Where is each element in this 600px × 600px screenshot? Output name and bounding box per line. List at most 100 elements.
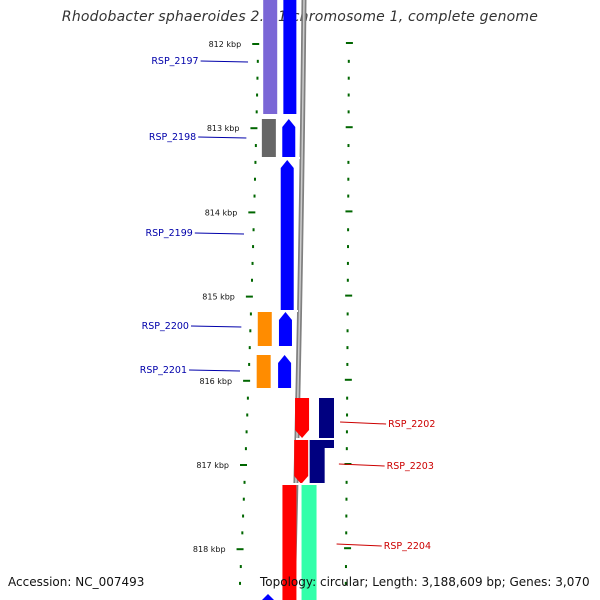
gene-rsp-2199[interactable] <box>280 160 294 311</box>
minor-tick-right <box>347 160 350 164</box>
minor-tick-right <box>344 565 347 569</box>
gene-leader-line <box>338 463 385 467</box>
gene-arrow[interactable] <box>278 355 292 388</box>
minor-tick-right <box>347 245 350 249</box>
map-title: Rhodobacter sphaeroides 2.4.1 chromosome… <box>61 9 539 25</box>
gene-category-box[interactable] <box>261 119 276 157</box>
minor-tick-left <box>246 413 249 417</box>
minor-tick-right <box>347 144 350 148</box>
minor-tick-left <box>239 565 242 569</box>
gene-category-box[interactable] <box>257 312 272 346</box>
minor-tick-left <box>256 59 259 63</box>
minor-tick-left <box>252 228 255 232</box>
minor-tick-right <box>347 177 350 181</box>
gene-label[interactable]: RSP_2201 <box>140 365 187 376</box>
minor-tick-left <box>253 194 256 198</box>
minor-tick-right <box>347 76 350 80</box>
gene-arrow[interactable] <box>278 312 292 346</box>
gene-rsp-2197[interactable] <box>263 0 297 114</box>
next-gene-arrow[interactable] <box>262 594 274 600</box>
feature-gap <box>258 310 298 312</box>
gene-rsp-2204[interactable] <box>282 485 317 600</box>
gene-label[interactable]: RSP_2202 <box>388 419 435 430</box>
gene-leader-line <box>194 232 245 235</box>
minor-tick-right <box>346 396 349 400</box>
minor-tick-right <box>346 362 349 366</box>
gene-rsp-2203[interactable] <box>294 440 325 484</box>
minor-tick-left <box>241 531 244 535</box>
topology-label: Topology: circular; Length: 3,188,609 bp… <box>260 575 590 589</box>
gene-rsp-2201[interactable] <box>256 355 292 388</box>
minor-tick-left <box>249 329 252 333</box>
gene-label[interactable]: RSP_2197 <box>151 56 198 67</box>
gene-label[interactable]: RSP_2198 <box>149 132 196 143</box>
kbp-tick-label: 816 kbp <box>199 377 232 386</box>
gene-leader-line <box>198 136 247 139</box>
minor-tick-right <box>346 278 349 282</box>
minor-tick-right <box>345 497 348 501</box>
minor-tick-left <box>244 447 247 451</box>
minor-tick-right <box>347 59 350 63</box>
minor-tick-right <box>346 329 349 333</box>
minor-tick-left <box>245 430 248 434</box>
gene-arrow[interactable] <box>294 440 309 484</box>
minor-tick-left <box>256 93 259 97</box>
gene-leader-line <box>336 543 382 547</box>
gene-leader-line <box>190 325 242 328</box>
gene-category-box[interactable] <box>256 355 271 388</box>
minor-tick-left <box>249 312 252 316</box>
gene-arrow[interactable] <box>295 398 310 438</box>
minor-tick-right <box>344 581 347 585</box>
minor-tick-left <box>251 261 254 265</box>
gene-leader-line <box>189 369 240 372</box>
minor-tick-right <box>347 93 350 97</box>
feature-gap <box>260 115 300 117</box>
minor-tick-right <box>345 480 348 484</box>
gene-arrow[interactable] <box>283 0 297 114</box>
minor-tick-left <box>242 514 245 518</box>
accession-label: Accession: NC_007493 <box>8 575 145 589</box>
gene-category-box[interactable] <box>319 398 334 448</box>
minor-tick-right <box>345 514 348 518</box>
gene-label[interactable]: RSP_2204 <box>384 541 431 552</box>
minor-tick-left <box>256 76 259 80</box>
minor-tick-left <box>253 177 256 181</box>
gene-arrow[interactable] <box>282 485 297 600</box>
gene-leader-line <box>340 421 387 425</box>
minor-tick-right <box>347 110 350 114</box>
minor-tick-left <box>243 480 246 484</box>
minor-tick-right <box>346 413 349 417</box>
minor-tick-right <box>346 346 349 350</box>
minor-tick-right <box>347 194 350 198</box>
feature-gap <box>292 483 336 485</box>
minor-tick-left <box>255 110 258 114</box>
kbp-tick-label: 817 kbp <box>196 461 229 470</box>
gene-category-box[interactable] <box>301 485 317 600</box>
gene-label[interactable]: RSP_2203 <box>387 461 434 472</box>
minor-tick-right <box>345 447 348 451</box>
gene-label[interactable]: RSP_2199 <box>146 228 193 239</box>
kbp-tick-label: 814 kbp <box>205 208 238 217</box>
gene-category-box[interactable] <box>263 0 278 114</box>
gene-label[interactable]: RSP_2200 <box>142 321 189 332</box>
gene-rsp-2200[interactable] <box>257 312 292 346</box>
gene-leader-line <box>200 60 249 63</box>
kbp-tick-label: 812 kbp <box>209 40 242 49</box>
minor-tick-left <box>246 396 249 400</box>
gene-rsp-2202[interactable] <box>295 398 334 448</box>
gene-category-box[interactable] <box>309 440 325 484</box>
minor-tick-left <box>248 346 251 350</box>
minor-tick-left <box>254 144 257 148</box>
kbp-tick-label: 818 kbp <box>193 545 226 554</box>
gene-rsp-2198[interactable] <box>261 119 296 157</box>
feature-gap <box>260 157 300 159</box>
feature-gap <box>296 438 336 440</box>
minor-tick-left <box>251 278 254 282</box>
kbp-tick-label: 815 kbp <box>202 293 235 302</box>
gene-arrow[interactable] <box>280 160 294 311</box>
gene-arrow[interactable] <box>282 119 296 157</box>
minor-tick-left <box>248 362 251 366</box>
minor-tick-left <box>252 245 255 249</box>
minor-tick-right <box>347 228 350 232</box>
